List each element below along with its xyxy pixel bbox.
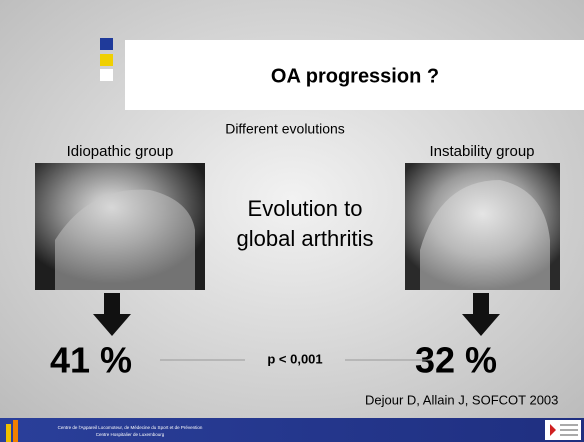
- down-arrow: [462, 293, 500, 336]
- down-arrow: [93, 293, 131, 336]
- footer-text: Centre Hospitalier de Luxembourg: [96, 432, 165, 437]
- hospital-logo: [545, 420, 581, 440]
- group-label: Idiopathic group: [67, 143, 174, 160]
- footer-bar: [0, 418, 584, 442]
- deco-square: [100, 38, 113, 50]
- deco-square: [100, 54, 113, 66]
- footer-logo: [6, 420, 18, 442]
- p-value: p < 0,001: [267, 351, 322, 366]
- deco-square: [100, 69, 113, 81]
- result-value: 41 %: [50, 340, 132, 381]
- xray-image: [405, 163, 560, 290]
- group-label: Instability group: [429, 143, 534, 160]
- center-text: global arthritis: [237, 226, 374, 251]
- center-text: Evolution to: [248, 196, 363, 221]
- footer-text: Centre de l'Appareil Locomoteur, de Méde…: [58, 425, 203, 430]
- xray-image: [35, 163, 205, 290]
- citation: Dejour D, Allain J, SOFCOT 2003: [365, 392, 558, 407]
- title-box: [125, 40, 584, 110]
- title: OA progression ?: [271, 65, 439, 87]
- subtitle: Different evolutions: [225, 121, 345, 137]
